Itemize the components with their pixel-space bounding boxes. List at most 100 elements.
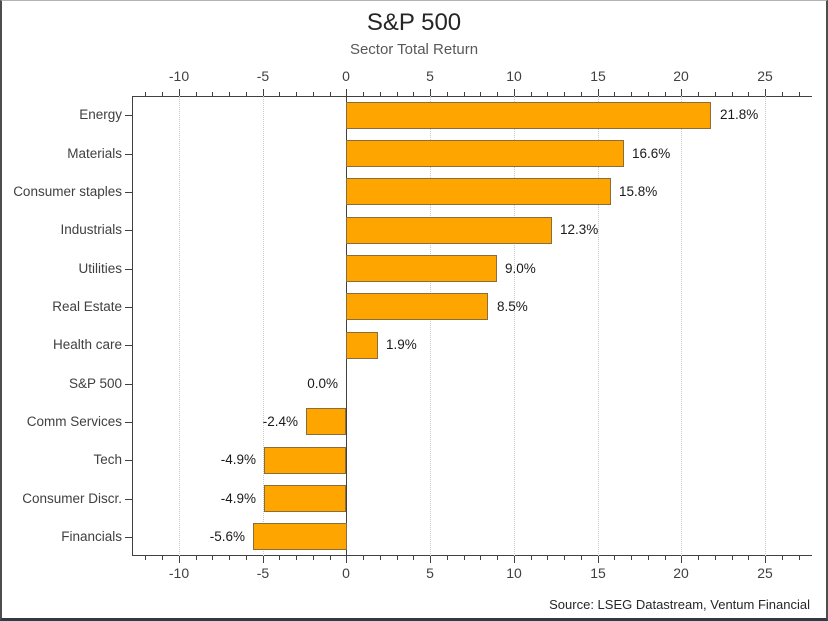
top-minor-tick [196,92,197,96]
bar-materials [346,140,624,167]
bottom-minor-tick [581,556,582,560]
bottom-minor-tick [748,556,749,560]
bottom-minor-tick [196,556,197,560]
value-label-industrials: 12.3% [560,222,599,237]
top-minor-tick [162,92,163,96]
bottom-major-tick [263,556,264,563]
top-minor-tick [581,92,582,96]
bar-energy [346,102,711,129]
category-label-health-care: Health care [52,337,122,352]
top-minor-tick [564,92,565,96]
bottom-axis-tick-label: -5 [256,565,270,581]
x-gridline [514,96,515,556]
zero-axis-line [346,96,347,556]
x-gridline [681,96,682,556]
top-minor-tick [246,92,247,96]
value-label-energy: 21.8% [720,107,759,122]
category-label-energy: Energy [79,107,122,122]
top-minor-tick [313,92,314,96]
top-minor-tick [547,92,548,96]
value-label-financials: -5.6% [209,529,245,544]
bottom-minor-tick [296,556,297,560]
top-major-tick [430,89,431,96]
bottom-axis-tick-label: 15 [590,565,606,581]
value-label-s-p-500: 0.0% [307,376,338,391]
category-tick-tech [125,460,132,461]
top-minor-tick [229,92,230,96]
top-axis-tick-label: 20 [673,68,689,84]
x-gridline [765,96,766,556]
category-label-consumer-discr: Consumer Discr. [22,491,122,506]
category-label-comm-services: Comm Services [26,414,122,429]
top-major-tick [681,89,682,96]
top-axis-tick-label: -5 [256,68,270,84]
value-label-consumer-staples: 15.8% [619,184,658,199]
bar-comm-services [306,408,346,435]
plot-frame [132,96,812,556]
bottom-major-tick [179,556,180,563]
bottom-major-tick [514,556,515,563]
chart-subtitle: Sector Total Return [349,41,479,58]
top-minor-tick [497,92,498,96]
bottom-axis-tick-label: 0 [342,565,350,581]
top-minor-tick [480,92,481,96]
bottom-minor-tick [330,556,331,560]
top-major-tick [514,89,515,96]
bottom-major-tick [598,556,599,563]
category-label-consumer-staples: Consumer staples [13,184,122,199]
x-gridline [598,96,599,556]
top-minor-tick [363,92,364,96]
bar-industrials [346,217,552,244]
top-minor-tick [330,92,331,96]
bar-consumer-staples [346,178,611,205]
bottom-axis-tick-label: 5 [426,565,434,581]
bottom-minor-tick [547,556,548,560]
value-label-comm-services: -2.4% [262,414,298,429]
bottom-minor-tick [397,556,398,560]
category-tick-real-estate [125,307,132,308]
top-minor-tick [698,92,699,96]
bar-utilities [346,255,497,282]
bottom-minor-tick [564,556,565,560]
source-credit: Source: LSEG Datastream, Ventum Financia… [549,597,810,612]
bar-financials [253,523,347,550]
bottom-minor-tick [648,556,649,560]
top-minor-tick [380,92,381,96]
x-gridline [430,96,431,556]
bottom-minor-tick [531,556,532,560]
bottom-minor-tick [665,556,666,560]
value-label-tech: -4.9% [220,452,256,467]
bottom-minor-tick [631,556,632,560]
bottom-axis-tick-label: -10 [168,565,190,581]
top-axis-tick-label: 15 [590,68,606,84]
chart-title: S&P 500 [366,9,462,36]
bottom-minor-tick [413,556,414,560]
top-minor-tick [279,92,280,96]
category-tick-utilities [125,269,132,270]
value-label-utilities: 9.0% [505,261,536,276]
bottom-minor-tick [313,556,314,560]
category-label-s-p-500: S&P 500 [68,376,122,391]
bottom-minor-tick [162,556,163,560]
top-minor-tick [145,92,146,96]
bar-health-care [346,332,378,359]
category-tick-comm-services [125,422,132,423]
category-tick-energy [125,115,132,116]
bottom-minor-tick [246,556,247,560]
top-minor-tick [782,92,783,96]
bottom-minor-tick [480,556,481,560]
bar-tech [264,447,346,474]
bottom-minor-tick [145,556,146,560]
bottom-minor-tick [363,556,364,560]
category-label-utilities: Utilities [78,261,122,276]
category-label-materials: Materials [67,146,122,161]
bottom-major-tick [681,556,682,563]
category-tick-health-care [125,345,132,346]
top-minor-tick [212,92,213,96]
bottom-minor-tick [464,556,465,560]
top-minor-tick [799,92,800,96]
value-label-materials: 16.6% [632,146,671,161]
top-minor-tick [631,92,632,96]
top-minor-tick [397,92,398,96]
